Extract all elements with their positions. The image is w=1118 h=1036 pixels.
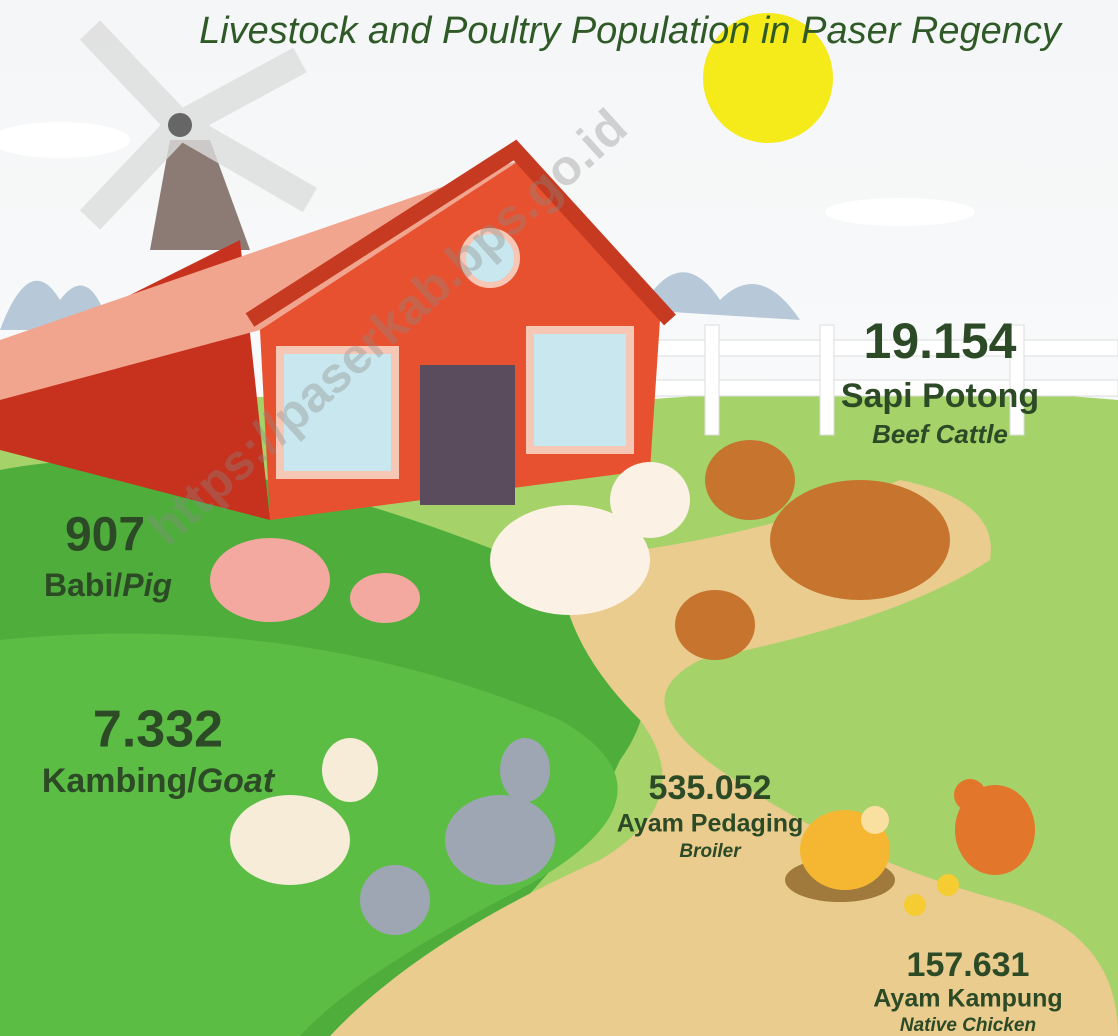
label: Ayam Kampung [873,985,1062,1013]
label-local: Kambing/ [42,762,197,800]
label: Ayam Pedaging [617,810,804,838]
title: Livestock and Poultry Population in Pase… [199,10,1063,52]
windmill [79,20,317,250]
goats [230,738,555,935]
label-english: Broiler [679,841,742,862]
label-english: Pig [122,567,172,603]
chickens [785,779,1035,916]
label-english: Goat [197,762,276,800]
value: 907 [65,509,145,562]
label-english: Beef Cattle [872,419,1008,449]
cattle [490,440,950,660]
label-local: Babi/ [44,567,122,603]
value: 19.154 [864,313,1017,369]
barn [0,139,676,520]
label: Kambing/Goat [42,762,276,800]
value: 7.332 [93,701,223,759]
label: Sapi Potong [841,377,1039,415]
label-english: Native Chicken [900,1015,1036,1036]
label: Babi/Pig [44,567,172,603]
value: 535.052 [649,769,772,807]
value: 157.631 [907,946,1030,984]
pigs [210,538,420,623]
